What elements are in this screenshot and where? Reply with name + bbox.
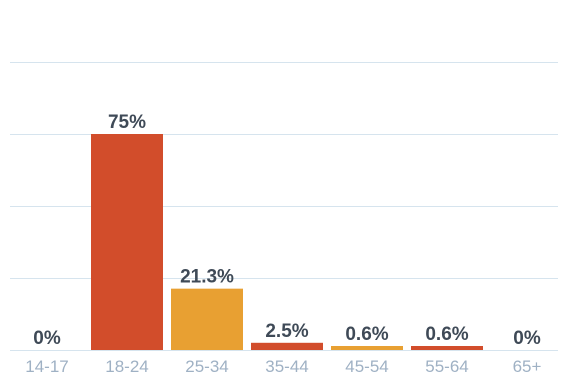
category-label-18-24: 18-24 xyxy=(105,357,148,376)
category-label-45-54: 45-54 xyxy=(345,357,388,376)
category-label-14-17: 14-17 xyxy=(25,357,68,376)
bars xyxy=(91,134,483,350)
category-label-65+: 65+ xyxy=(513,357,542,376)
category-label-25-34: 25-34 xyxy=(185,357,228,376)
value-label-65+: 0% xyxy=(513,328,541,349)
category-label-35-44: 35-44 xyxy=(265,357,308,376)
bar-25-34 xyxy=(171,288,243,350)
value-label-18-24: 75% xyxy=(108,112,146,133)
value-label-14-17: 0% xyxy=(33,328,61,349)
value-label-25-34: 21.3% xyxy=(180,267,234,288)
category-label-55-64: 55-64 xyxy=(425,357,468,376)
bar-55-64 xyxy=(411,346,483,350)
bar-45-54 xyxy=(331,346,403,350)
bar-18-24 xyxy=(91,134,163,350)
bar-35-44 xyxy=(251,342,323,350)
value-label-35-44: 2.5% xyxy=(265,321,308,342)
value-label-55-64: 0.6% xyxy=(425,324,468,345)
value-labels: 0% 75% 21.3% 2.5% 0.6% 0.6% 0% xyxy=(33,112,541,349)
category-labels: 14-17 18-24 25-34 35-44 45-54 55-64 65+ xyxy=(25,357,541,376)
value-label-45-54: 0.6% xyxy=(345,324,388,345)
